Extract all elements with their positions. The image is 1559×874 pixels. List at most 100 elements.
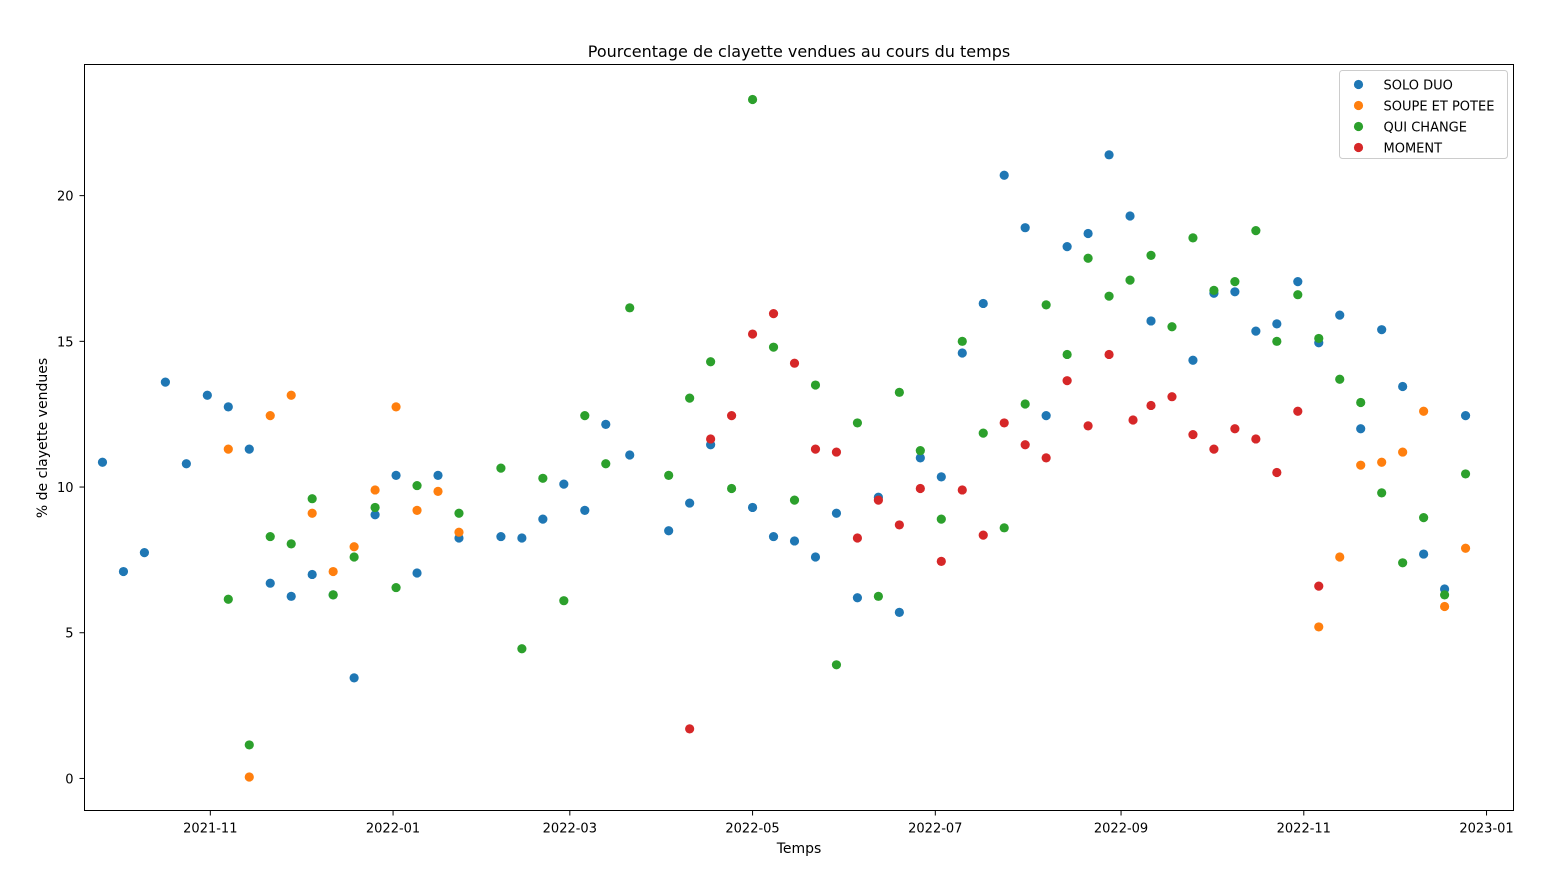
data-point xyxy=(1398,558,1408,568)
data-point xyxy=(1314,581,1324,591)
legend-marker xyxy=(1353,100,1364,111)
data-point xyxy=(1041,411,1051,421)
data-point xyxy=(1272,467,1282,478)
data-point xyxy=(706,357,716,367)
data-point xyxy=(1104,150,1114,160)
data-point xyxy=(1125,275,1135,285)
data-point xyxy=(1335,374,1345,384)
x-tick-label: 2022-11 xyxy=(1277,822,1331,837)
data-point xyxy=(685,724,695,734)
data-point xyxy=(789,358,800,368)
data-point xyxy=(223,444,233,454)
data-point xyxy=(726,411,737,421)
data-point xyxy=(349,542,359,552)
data-point xyxy=(831,660,842,670)
x-axis: 2021-11 2022-01 2022-03 2022-05 2022-07 2022-… xyxy=(183,810,1514,837)
data-point xyxy=(223,402,233,412)
data-point xyxy=(580,505,590,515)
data-markers xyxy=(97,94,1471,782)
data-point xyxy=(1146,316,1156,326)
data-point xyxy=(747,502,758,513)
series-moment xyxy=(685,309,1324,734)
data-point xyxy=(1377,325,1387,335)
data-point xyxy=(139,548,150,558)
data-point xyxy=(307,494,317,504)
data-point xyxy=(810,444,821,454)
data-point xyxy=(370,510,380,520)
data-point xyxy=(265,411,275,421)
data-point xyxy=(999,418,1009,428)
legend-entry: SOLO DUO xyxy=(1384,79,1453,94)
data-point xyxy=(1209,444,1219,454)
data-point xyxy=(496,531,506,542)
data-point xyxy=(957,336,967,346)
data-point xyxy=(412,505,422,515)
data-point xyxy=(1104,291,1114,301)
data-point xyxy=(768,342,779,352)
data-point xyxy=(433,470,443,480)
data-point xyxy=(810,380,821,390)
data-point xyxy=(118,566,129,577)
data-point xyxy=(328,566,338,577)
data-point xyxy=(1398,381,1408,392)
data-point xyxy=(1460,411,1471,421)
data-point xyxy=(412,480,422,491)
data-point xyxy=(538,514,548,524)
data-point xyxy=(1020,223,1030,233)
x-tick-label: 2022-07 xyxy=(908,822,962,837)
data-point xyxy=(936,472,946,482)
data-point xyxy=(1356,460,1366,470)
data-point xyxy=(1188,233,1198,243)
data-point xyxy=(223,594,233,604)
data-point xyxy=(1167,392,1177,402)
plot-frame xyxy=(84,64,1514,811)
data-point xyxy=(307,569,317,580)
data-point xyxy=(496,463,506,473)
data-point xyxy=(1439,590,1450,600)
data-point xyxy=(810,552,821,562)
data-point xyxy=(1314,622,1324,632)
series-soupe-et-potee xyxy=(223,390,1471,782)
data-point xyxy=(580,411,590,421)
data-point xyxy=(1460,469,1471,479)
y-tick-label: 10 xyxy=(57,481,74,496)
data-point xyxy=(1460,543,1471,553)
legend-box xyxy=(1339,70,1508,159)
data-point xyxy=(265,531,275,542)
data-point xyxy=(873,495,883,505)
legend: SOLO DUO SOUPE ET POTEE QUI CHANGE MOMENT xyxy=(1339,70,1508,159)
y-axis: 0 5 10 15 20 xyxy=(57,190,85,787)
data-point xyxy=(978,298,988,309)
data-point xyxy=(685,498,695,508)
data-point xyxy=(873,591,883,601)
data-point xyxy=(265,578,275,588)
y-tick-label: 0 xyxy=(65,772,73,787)
data-point xyxy=(978,428,988,438)
data-point xyxy=(999,523,1009,533)
data-point xyxy=(831,447,842,457)
data-point xyxy=(286,390,296,400)
data-point xyxy=(601,419,611,429)
data-point xyxy=(1293,290,1303,300)
data-point xyxy=(391,402,401,412)
data-point xyxy=(706,434,716,444)
data-point xyxy=(1146,250,1156,260)
x-tick-label: 2022-05 xyxy=(725,822,779,837)
data-point xyxy=(664,526,674,536)
data-point xyxy=(936,514,946,524)
data-point xyxy=(852,418,863,428)
data-point xyxy=(517,533,527,543)
data-point xyxy=(852,533,863,543)
data-point xyxy=(286,539,296,549)
data-point xyxy=(1041,300,1051,310)
legend-entry: MOMENT xyxy=(1384,142,1443,157)
data-point xyxy=(433,486,443,497)
data-point xyxy=(1188,429,1198,440)
series-solo-duo xyxy=(97,150,1471,683)
data-point xyxy=(1062,349,1072,360)
data-point xyxy=(1377,488,1387,498)
data-point xyxy=(181,459,191,469)
data-point xyxy=(244,740,254,750)
data-point xyxy=(1356,397,1366,408)
